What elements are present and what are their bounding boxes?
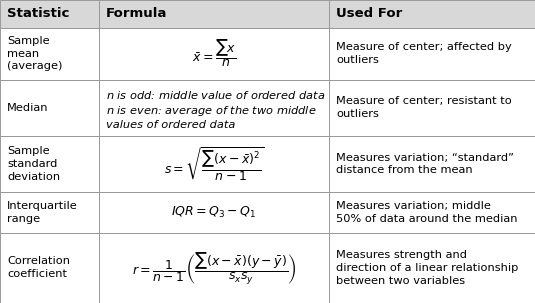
Text: Statistic: Statistic xyxy=(7,7,70,20)
Text: $\bar{x} = \dfrac{\sum x}{n}$: $\bar{x} = \dfrac{\sum x}{n}$ xyxy=(192,38,236,69)
Bar xyxy=(329,136,535,192)
Text: Measures strength and
direction of a linear relationship
between two variables: Measures strength and direction of a lin… xyxy=(336,250,518,285)
Bar xyxy=(0,136,99,192)
Bar xyxy=(0,28,99,79)
Text: $r = \dfrac{1}{n-1}\left(\dfrac{\sum(x-\bar{x})(y-\bar{y})}{s_x s_y}\right)$: $r = \dfrac{1}{n-1}\left(\dfrac{\sum(x-\… xyxy=(132,250,296,286)
Text: $IQR = Q_3 - Q_1$: $IQR = Q_3 - Q_1$ xyxy=(171,205,257,220)
Text: $n$ is odd: middle value of ordered data: $n$ is odd: middle value of ordered data xyxy=(106,89,325,101)
Text: $s = \sqrt{\dfrac{\sum(x-\bar{x})^2}{n-1}}$: $s = \sqrt{\dfrac{\sum(x-\bar{x})^2}{n-1… xyxy=(164,145,264,183)
Bar xyxy=(99,192,329,232)
Text: Correlation
coefficient: Correlation coefficient xyxy=(7,256,70,279)
Bar xyxy=(329,28,535,79)
Bar xyxy=(99,28,329,79)
Text: Median: Median xyxy=(7,103,49,113)
Bar xyxy=(329,0,535,28)
Text: Used For: Used For xyxy=(336,7,402,20)
Text: Sample
standard
deviation: Sample standard deviation xyxy=(7,146,60,182)
Bar xyxy=(0,192,99,232)
Bar xyxy=(329,192,535,232)
Bar xyxy=(0,0,99,28)
Bar xyxy=(329,232,535,303)
Text: Measure of center; affected by
outliers: Measure of center; affected by outliers xyxy=(336,42,512,65)
Bar xyxy=(329,79,535,136)
Text: Formula: Formula xyxy=(106,7,167,20)
Bar xyxy=(0,232,99,303)
Bar xyxy=(99,232,329,303)
Text: Sample
mean
(average): Sample mean (average) xyxy=(7,36,63,71)
Text: Measures variation; “standard”
distance from the mean: Measures variation; “standard” distance … xyxy=(336,153,514,175)
Text: Measures variation; middle
50% of data around the median: Measures variation; middle 50% of data a… xyxy=(336,201,517,224)
Text: Measure of center; resistant to
outliers: Measure of center; resistant to outliers xyxy=(336,96,512,119)
Bar xyxy=(99,0,329,28)
Bar xyxy=(0,79,99,136)
Bar xyxy=(99,136,329,192)
Text: Interquartile
range: Interquartile range xyxy=(7,201,78,224)
Text: $n$ is even: average of the two middle
values of ordered data: $n$ is even: average of the two middle v… xyxy=(106,104,317,131)
Bar xyxy=(99,79,329,136)
